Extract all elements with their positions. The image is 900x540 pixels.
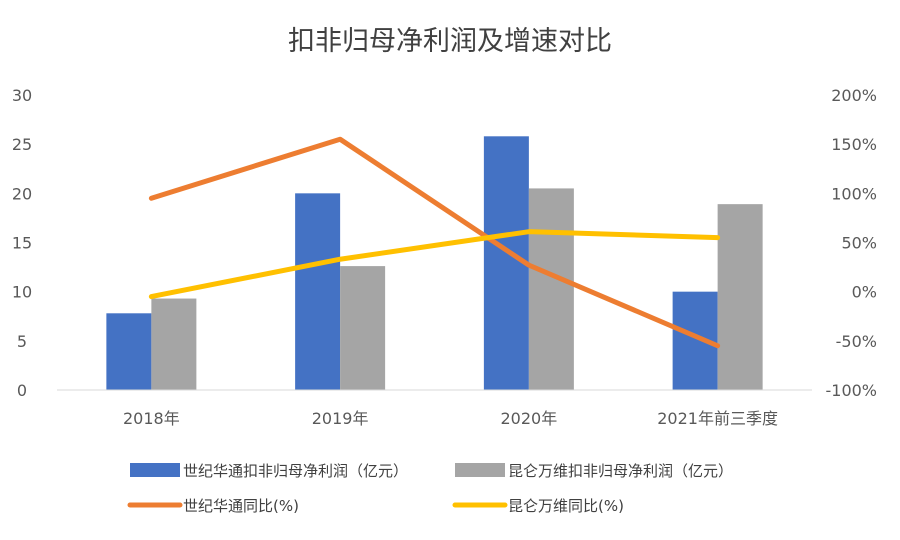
bar-series-group (106, 136, 763, 390)
bar-series-1-bar (295, 193, 341, 390)
legend-swatch-bar (455, 463, 505, 477)
right-axis-tick-label: 200% (831, 86, 877, 105)
line-series-2 (148, 229, 721, 300)
x-axis-labels: 2018年 2019年 2020年 2021年前三季度 (123, 409, 778, 428)
left-axis-tick-label: 0 (17, 381, 27, 400)
left-axis-tick-label: 5 (17, 332, 27, 351)
line-series-1 (148, 136, 721, 349)
right-axis-tick-label: -50% (836, 332, 877, 351)
left-axis-tick-label: 10 (12, 283, 32, 302)
bar-series-1-bar (106, 313, 152, 390)
left-axis-tick-label: 15 (12, 234, 32, 253)
left-axis-tick-label: 25 (12, 135, 32, 154)
right-axis-tick-label: 100% (831, 184, 877, 203)
x-axis-tick-label: 2018年 (123, 409, 180, 428)
legend-label: 世纪华通扣非归母净利润（亿元） (183, 462, 408, 480)
x-axis-tick-label: 2019年 (312, 409, 369, 428)
right-axis-tick-label: 150% (831, 135, 877, 154)
legend-label: 世纪华通同比(%) (183, 497, 299, 515)
legend-swatch-bar (130, 463, 180, 477)
legend-label: 昆仑万维扣非归母净利润（亿元） (508, 462, 733, 480)
left-axis-tick-label: 30 (12, 86, 32, 105)
bar-series-1-bar (483, 136, 529, 390)
left-axis: 0 5 10 15 20 25 30 (12, 86, 32, 400)
bar-series-2-bar (340, 266, 386, 390)
x-axis-tick-label: 2021年前三季度 (657, 409, 778, 428)
x-axis-tick-label: 2020年 (501, 409, 558, 428)
right-axis: -100% -50% 0% 50% 100% 150% 200% (825, 86, 877, 400)
bar-series-2-bar (717, 204, 763, 390)
legend: 世纪华通扣非归母净利润（亿元） 昆仑万维扣非归母净利润（亿元） 世纪华通同比(%) 昆… (127, 462, 733, 515)
left-axis-tick-label: 20 (12, 184, 32, 203)
right-axis-tick-label: -100% (825, 381, 877, 400)
legend-label: 昆仑万维同比(%) (508, 497, 624, 515)
chart-title: 扣非归母净利润及增速对比 (288, 26, 612, 57)
bar-series-2-bar (151, 298, 197, 390)
right-axis-tick-label: 0% (852, 283, 877, 302)
bar-series-2-bar (528, 188, 574, 390)
line-series-group (148, 136, 721, 349)
right-axis-tick-label: 50% (841, 234, 877, 253)
